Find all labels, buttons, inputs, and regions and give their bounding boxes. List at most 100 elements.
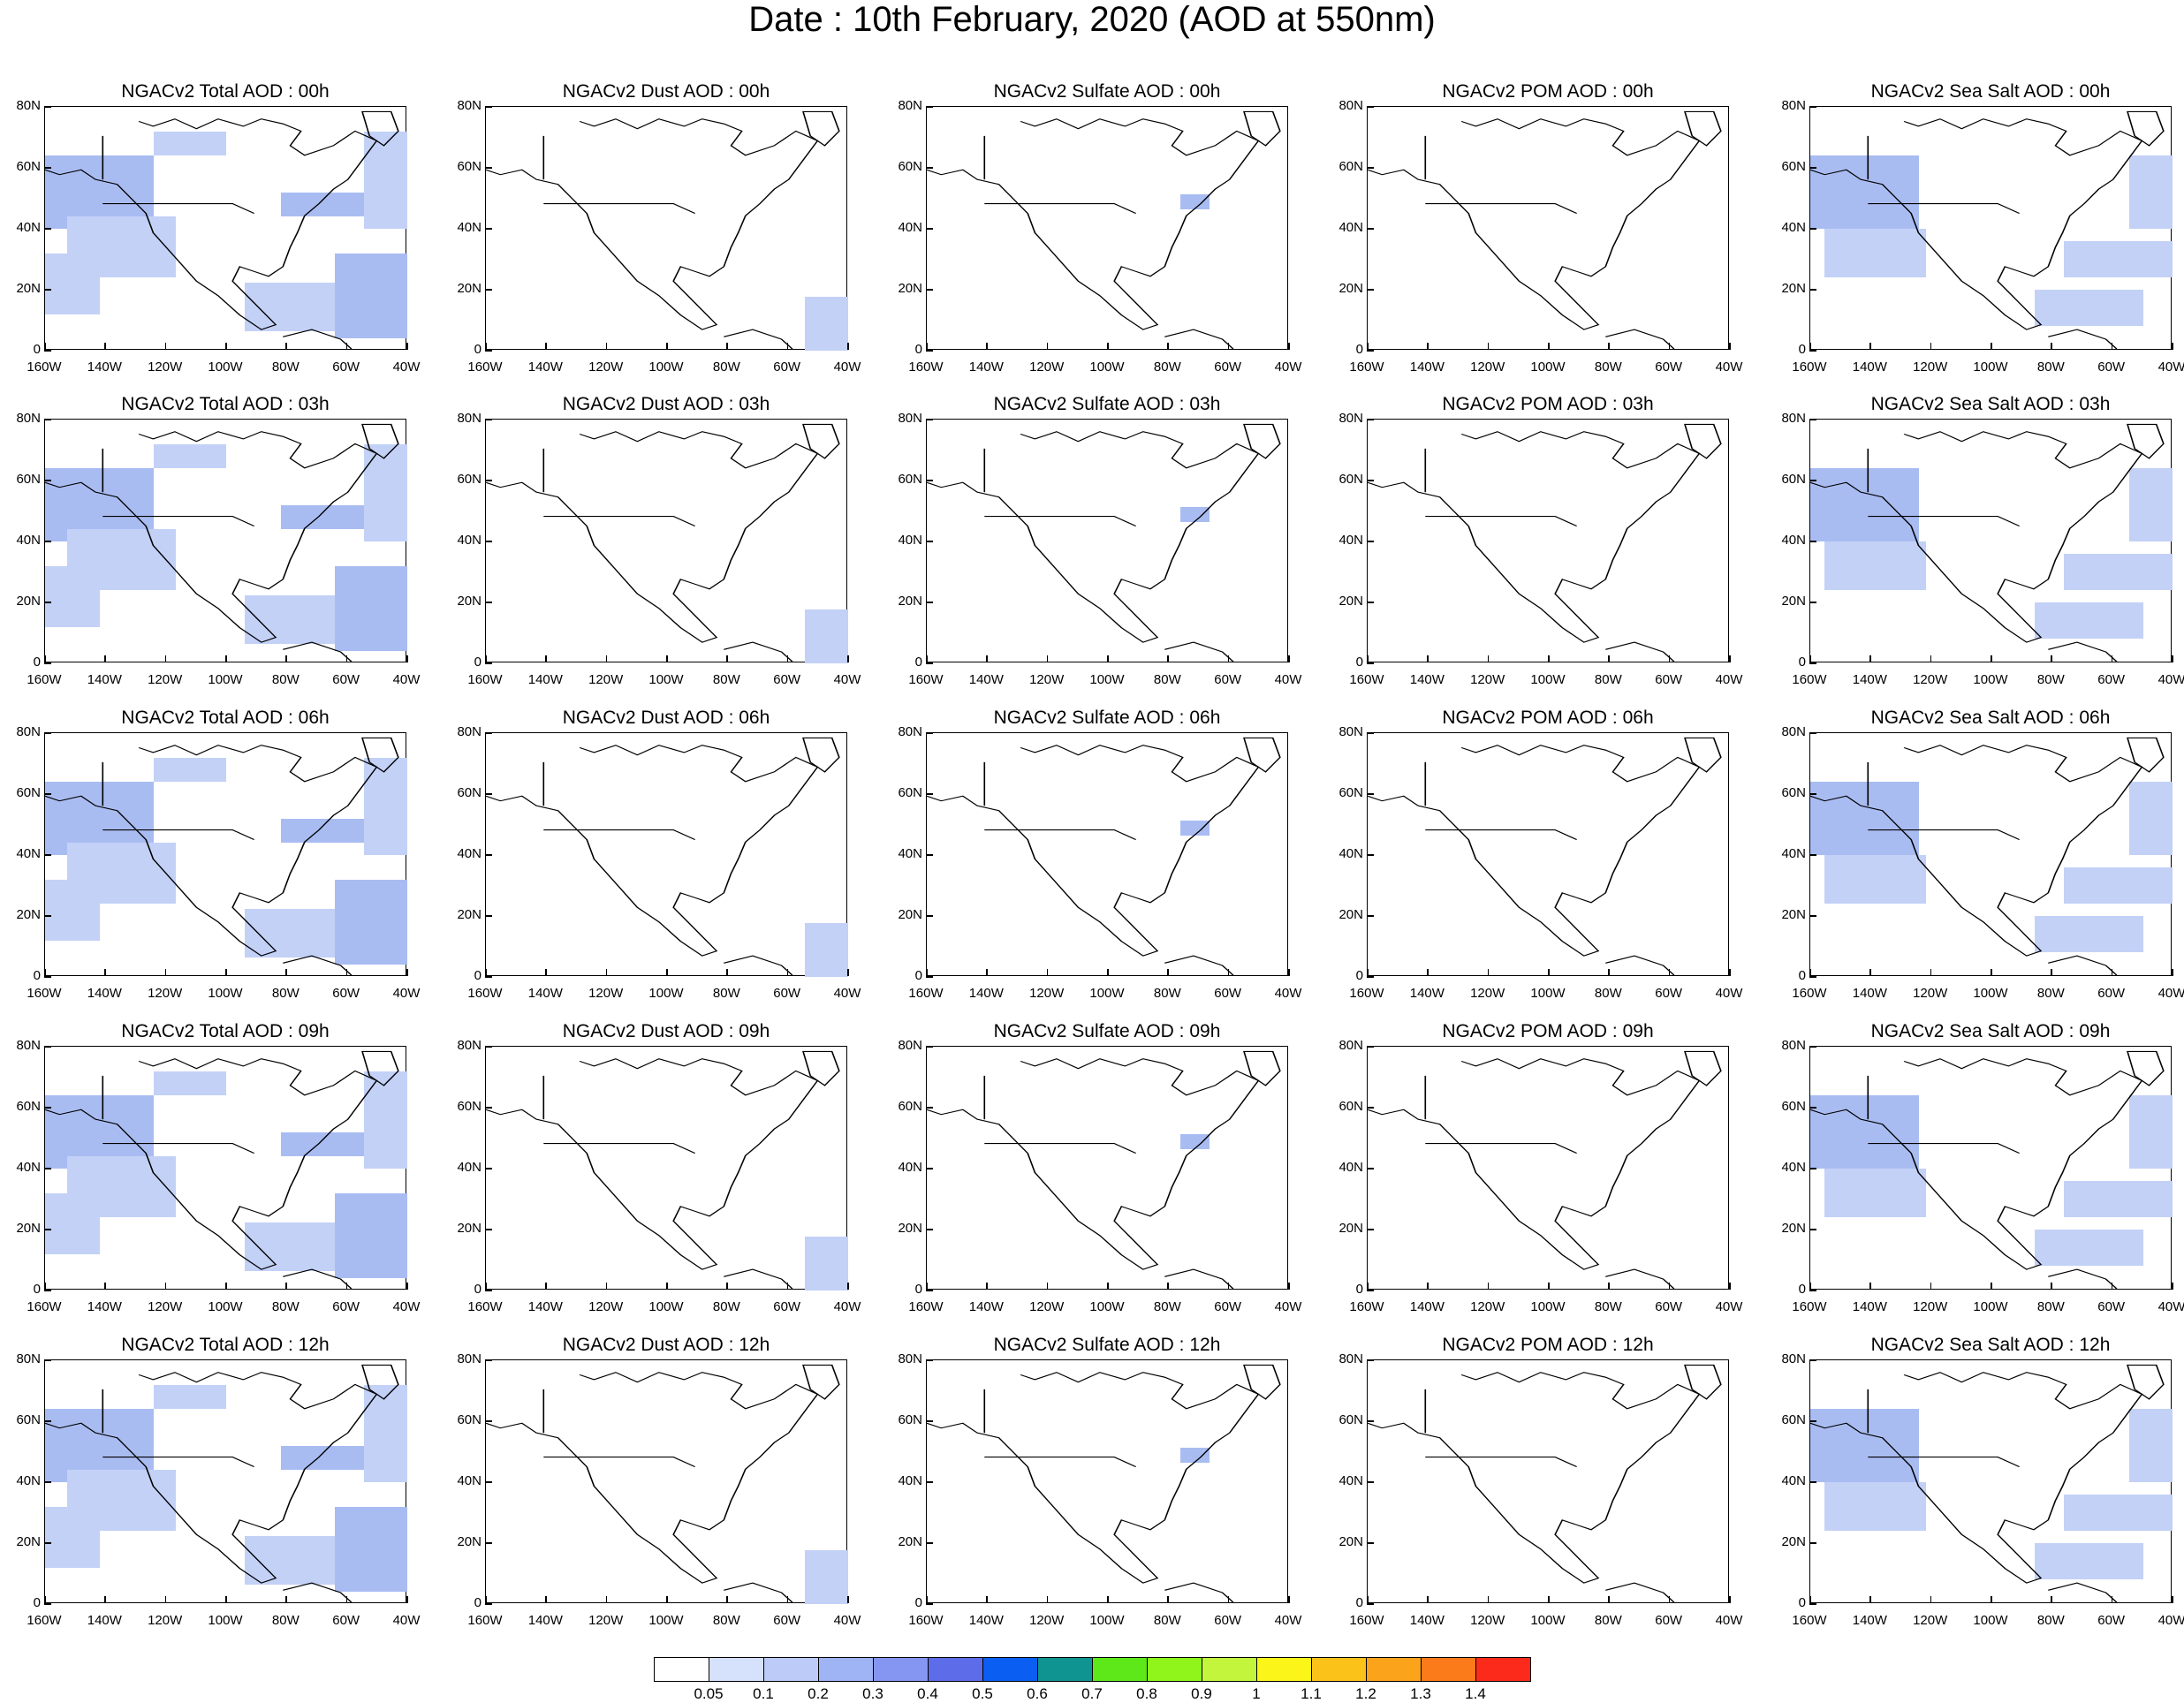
longitude-label: 100W: [1089, 1613, 1125, 1628]
latitude-tick: [926, 602, 933, 603]
coastline-map: [45, 110, 399, 349]
latitude-tick: [1809, 228, 1816, 230]
longitude-tick: [2051, 343, 2052, 350]
latitude-tick: [926, 541, 933, 542]
longitude-label: 140W: [1409, 1299, 1445, 1314]
longitude-label: 120W: [1913, 1299, 1948, 1314]
coastline-map: [486, 423, 840, 662]
longitude-tick: [1167, 343, 1169, 350]
latitude-label: 40N: [16, 846, 41, 861]
latitude-label: 40N: [16, 1473, 41, 1488]
longitude-tick: [847, 1283, 849, 1290]
colorbar-label: 0.05: [694, 1685, 724, 1702]
longitude-label: 120W: [1913, 672, 1948, 687]
latitude-label: 40N: [1781, 1473, 1806, 1488]
colorbar-label: 0.3: [862, 1685, 883, 1702]
longitude-label: 160W: [27, 1299, 62, 1314]
longitude-tick: [986, 343, 988, 350]
longitude-label: 120W: [148, 1613, 183, 1628]
latitude-tick: [485, 1046, 492, 1048]
latitude-label: 80N: [16, 411, 41, 426]
longitude-label: 40W: [1715, 672, 1743, 687]
map-panel-pom: [1367, 1359, 1729, 1603]
longitude-tick: [2051, 1283, 2052, 1290]
longitude-label: 120W: [1470, 1613, 1505, 1628]
longitude-tick: [1729, 969, 1731, 976]
latitude-label: 40N: [898, 533, 922, 548]
longitude-tick: [2111, 343, 2113, 350]
map-panel-dust: [485, 106, 848, 351]
longitude-tick: [225, 1283, 227, 1290]
latitude-tick: [926, 289, 933, 291]
longitude-label: 60W: [1214, 360, 1242, 375]
latitude-tick: [44, 976, 51, 978]
aod-shading: [2035, 602, 2144, 640]
longitude-label: 140W: [968, 1299, 1004, 1314]
longitude-tick: [1668, 655, 1671, 662]
longitude-tick: [1367, 655, 1369, 662]
latitude-tick: [44, 1359, 51, 1361]
longitude-tick: [1167, 1596, 1169, 1603]
latitude-tick: [44, 106, 51, 108]
latitude-tick: [485, 541, 492, 542]
aod-shading: [1810, 1409, 1919, 1482]
longitude-label: 160W: [27, 1613, 62, 1628]
latitude-tick: [1367, 854, 1374, 856]
longitude-tick: [345, 969, 348, 976]
longitude-tick: [1427, 1596, 1429, 1603]
longitude-label: 160W: [467, 986, 503, 1001]
longitude-label: 120W: [1470, 360, 1505, 375]
colorbar-swatch: [1037, 1657, 1093, 1682]
colorbar-label: 0.6: [1027, 1685, 1048, 1702]
latitude-label: 80N: [1338, 411, 1363, 426]
longitude-tick: [285, 1283, 287, 1290]
latitude-label: 20N: [457, 281, 482, 296]
colorbar-label: 1.1: [1301, 1685, 1322, 1702]
longitude-tick: [2051, 655, 2052, 662]
longitude-label: 120W: [1913, 986, 1948, 1001]
aod-shading: [154, 1384, 226, 1410]
latitude-tick: [1367, 793, 1374, 795]
longitude-tick: [1288, 343, 1290, 350]
longitude-label: 140W: [1409, 986, 1445, 1001]
latitude-tick: [1809, 793, 1816, 795]
longitude-tick: [666, 969, 668, 976]
colorbar-swatch: [1366, 1657, 1422, 1682]
aod-shading: [804, 297, 848, 351]
aod-shading: [1810, 1095, 1919, 1169]
latitude-label: 80N: [1781, 98, 1806, 113]
longitude-tick: [1608, 969, 1610, 976]
longitude-tick: [1991, 655, 1992, 662]
longitude-tick: [1487, 969, 1490, 976]
longitude-tick: [1227, 1283, 1230, 1290]
latitude-tick: [926, 732, 933, 734]
latitude-label: 80N: [1338, 1351, 1363, 1366]
aod-shading: [2035, 1230, 2144, 1267]
longitude-label: 100W: [648, 986, 684, 1001]
longitude-label: 60W: [1655, 986, 1683, 1001]
latitude-tick: [1367, 1420, 1374, 1422]
latitude-tick: [1809, 289, 1816, 291]
longitude-tick: [1487, 655, 1490, 662]
latitude-tick: [926, 480, 933, 481]
longitude-tick: [1227, 1596, 1230, 1603]
longitude-label: 40W: [833, 672, 861, 687]
latitude-tick: [1809, 480, 1816, 481]
latitude-tick: [1809, 1420, 1816, 1422]
longitude-tick: [986, 1596, 988, 1603]
latitude-tick: [1367, 915, 1374, 917]
latitude-label: 60N: [1338, 1412, 1363, 1427]
panel-title: NGACv2 POM AOD : 03h: [1442, 394, 1654, 414]
longitude-tick: [1869, 343, 1871, 350]
longitude-label: 60W: [773, 1299, 801, 1314]
panel-title: NGACv2 Dust AOD : 06h: [562, 708, 770, 728]
longitude-tick: [1487, 1596, 1490, 1603]
longitude-label: 140W: [527, 986, 563, 1001]
longitude-tick: [1869, 969, 1871, 976]
longitude-label: 40W: [2157, 360, 2184, 375]
aod-shading: [1180, 1448, 1210, 1463]
aod-shading: [1810, 468, 1919, 541]
aod-shading: [335, 1192, 407, 1279]
latitude-tick: [44, 915, 51, 917]
aod-shading: [1180, 1134, 1210, 1149]
